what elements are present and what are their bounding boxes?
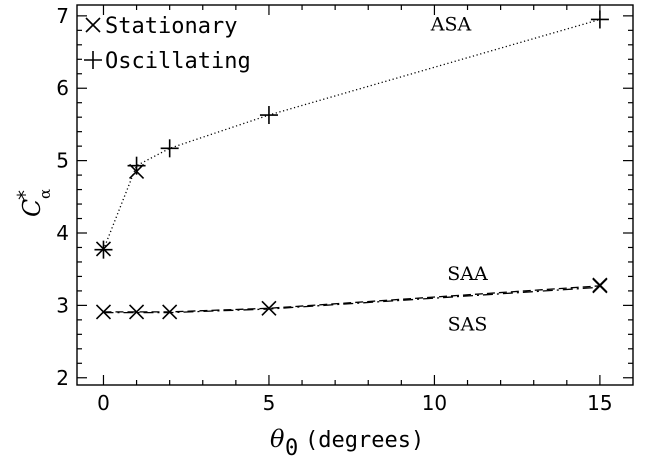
legend: Stationary Oscillating xyxy=(84,14,251,74)
stationary-point xyxy=(95,304,112,320)
series-line xyxy=(103,285,600,313)
stationary-point xyxy=(129,163,145,180)
x-tick-label: 10 xyxy=(422,391,447,415)
y-tick-label: 5 xyxy=(56,149,69,173)
oscillating-point xyxy=(590,10,609,29)
oscillating-point xyxy=(259,106,278,125)
y-tick-label: 6 xyxy=(56,76,69,100)
y-axis-title-c: C xyxy=(18,199,46,217)
y-tick-label: 7 xyxy=(56,4,69,28)
axis-tick-labels: 0 5 10 15 2 3 4 5 6 7 xyxy=(56,4,612,415)
x-tick-label: 15 xyxy=(587,391,612,415)
x-tick-label: 5 xyxy=(263,391,276,415)
oscillating-point xyxy=(160,139,179,158)
x-axis-title-theta: θ xyxy=(270,425,285,453)
axis-ticks xyxy=(77,5,633,385)
annotation-label: ASA xyxy=(430,13,472,35)
legend-label: Stationary xyxy=(105,14,237,39)
series-markers xyxy=(94,10,609,320)
annotations: ASA SAA SAS xyxy=(430,13,488,335)
x-axis-title-unit: (degrees) xyxy=(305,428,424,453)
stationary-point xyxy=(261,300,277,316)
y-axis-title: C * α xyxy=(13,189,54,217)
stationary-point xyxy=(129,304,145,320)
y-tick-label: 4 xyxy=(56,221,69,245)
x-axis-title: θ 0 (degrees) xyxy=(270,425,424,461)
legend-entry: Stationary xyxy=(85,14,237,39)
y-tick-label: 3 xyxy=(56,293,69,317)
stationary-point xyxy=(162,304,178,320)
y-tick-label: 2 xyxy=(56,366,69,390)
y-axis-title-star: * xyxy=(13,190,37,200)
y-axis-title-alpha: α xyxy=(36,189,54,199)
legend-label: Oscillating xyxy=(105,49,251,74)
stationary-point xyxy=(95,241,112,257)
stationary-point xyxy=(592,278,608,294)
plot-frame xyxy=(76,4,634,386)
legend-entry: Oscillating xyxy=(84,49,251,74)
x-axis-title-subscript: 0 xyxy=(285,436,298,461)
annotation-label: SAA xyxy=(447,263,488,285)
annotation-label: SAS xyxy=(448,314,488,336)
x-tick-label: 0 xyxy=(97,391,110,415)
